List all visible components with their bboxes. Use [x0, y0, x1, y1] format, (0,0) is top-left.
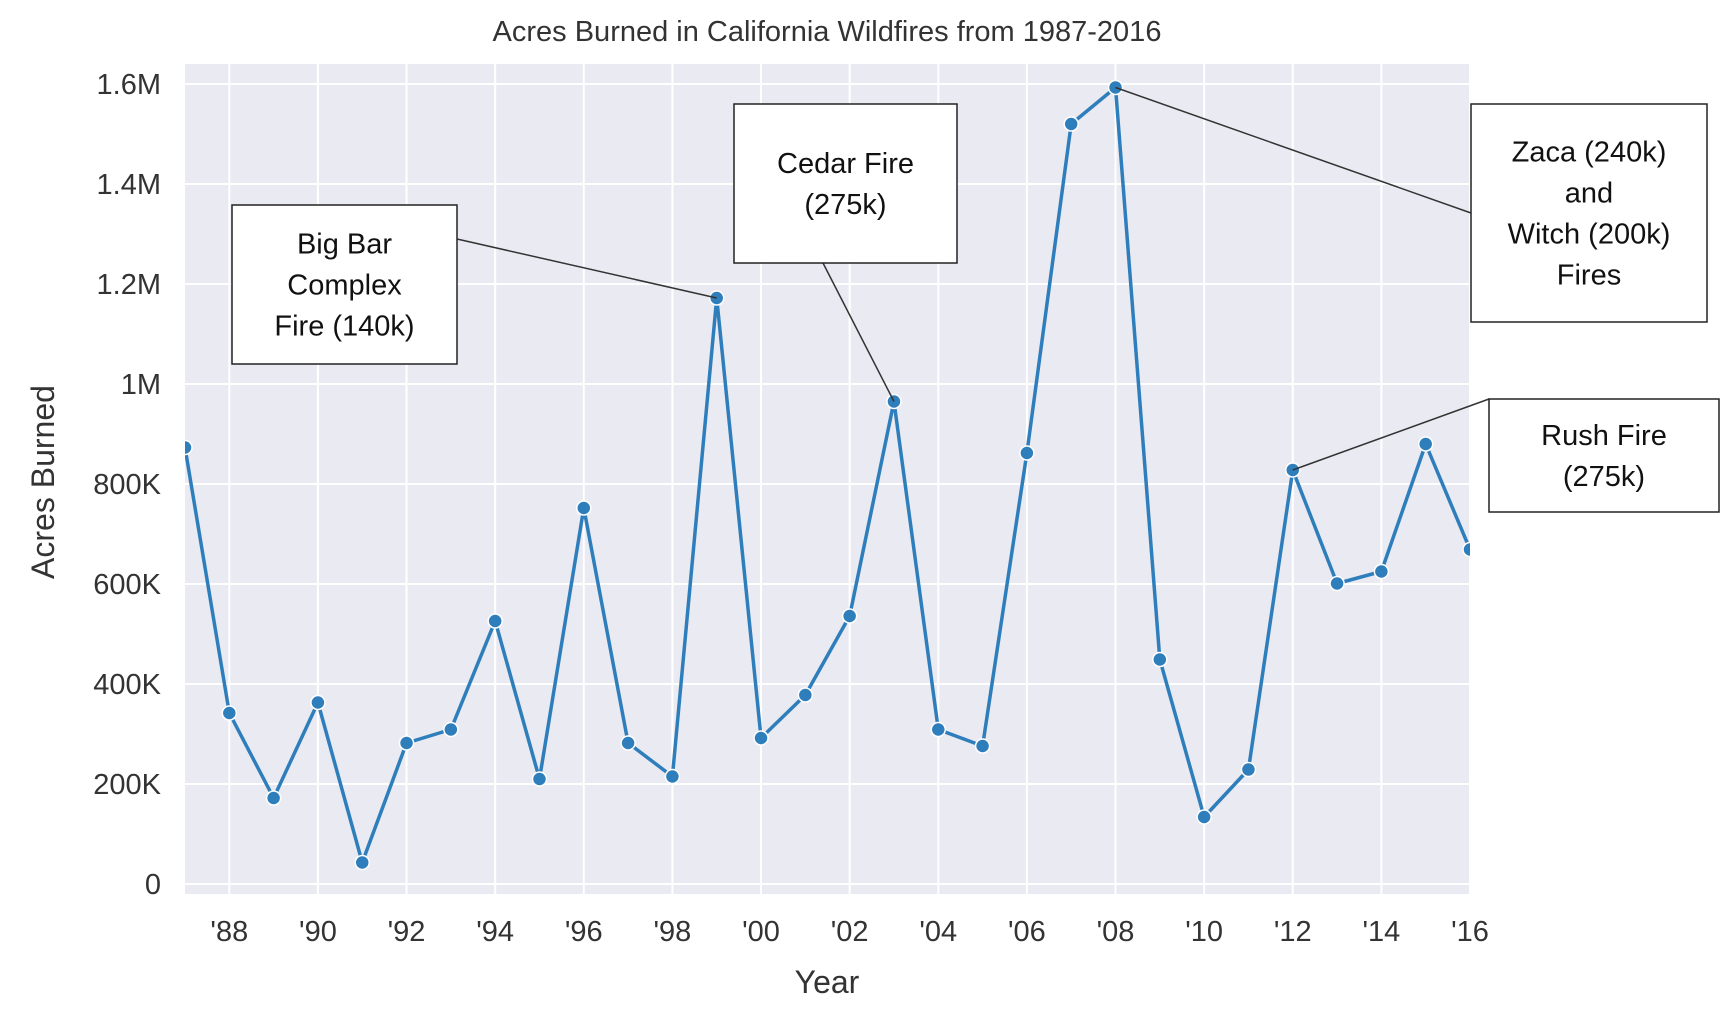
annotation-label: (275k): [1563, 461, 1645, 493]
annotation-connector: [1292, 398, 1490, 471]
annotation-label: (275k): [804, 189, 886, 221]
data-point: [265, 790, 282, 806]
data-point: [443, 721, 459, 738]
annotation-connector: [1115, 86, 1472, 214]
x-tick-label: '08: [1097, 916, 1135, 948]
data-point: [487, 613, 503, 629]
annotation-connector: [822, 262, 895, 402]
data-point: [354, 854, 370, 871]
x-tick-label: '14: [1362, 916, 1400, 948]
data-point: [185, 439, 193, 456]
annotation-box: [231, 204, 458, 365]
y-tick-label: 0: [145, 869, 161, 901]
x-tick-label: '98: [654, 916, 692, 948]
y-tick-label: 1.6M: [97, 69, 161, 101]
annotation-box: [1488, 398, 1720, 513]
y-tick-label: 1.4M: [97, 169, 161, 201]
x-tick-label: '12: [1274, 916, 1312, 948]
annotation-label: Witch (200k): [1508, 219, 1671, 251]
data-point: [930, 721, 947, 738]
data-point: [1152, 651, 1168, 668]
annotation-layer: Big Bar Complex Fire (140k) Cedar Fire (275k…: [231, 86, 1720, 513]
data-point: [664, 768, 681, 785]
annotation-connector: [456, 238, 717, 299]
annotation-label: Fires: [1557, 260, 1621, 292]
chart-title: Acres Burned in California Wildfires fro…: [493, 16, 1162, 48]
y-tick-label: 1M: [121, 369, 161, 401]
x-tick-label: '92: [388, 916, 426, 948]
x-tick-label: '94: [476, 916, 514, 948]
x-tick-label: '04: [919, 916, 957, 948]
data-point: [1462, 541, 1470, 558]
data-point: [398, 735, 415, 751]
series-line: [185, 85, 1470, 865]
annotation-label: Complex: [287, 270, 402, 302]
data-point: [797, 687, 814, 703]
series-layer: [185, 79, 1470, 871]
data-point: [1329, 575, 1345, 592]
annotation-label: and: [1565, 178, 1613, 210]
y-tick-label: 600K: [93, 569, 161, 601]
data-point: [1063, 116, 1079, 132]
x-tick-label: '16: [1451, 916, 1489, 948]
data-point: [1019, 445, 1035, 461]
y-tick-label: 1.2M: [97, 269, 161, 301]
annotation-label: Cedar Fire: [777, 148, 914, 180]
x-tick-label: '02: [831, 916, 869, 948]
tick-labels: 0 200K 400K 600K 800K 1M 1.2M 1.4M 1.6M '88 '90 '92…: [93, 69, 1489, 948]
x-tick-label: '00: [742, 916, 780, 948]
data-point: [1417, 436, 1434, 452]
data-point: [1373, 563, 1390, 580]
x-tick-label: '06: [1008, 916, 1046, 948]
data-point: [221, 705, 238, 721]
y-tick-label: 200K: [93, 769, 161, 801]
data-point: [576, 500, 592, 516]
annotation-label: Fire (140k): [274, 311, 414, 343]
data-point: [753, 730, 769, 746]
data-point: [841, 608, 858, 624]
y-tick-label: 800K: [93, 469, 161, 501]
y-tick-label: 400K: [93, 669, 161, 701]
data-point: [974, 738, 991, 754]
x-tick-label: '88: [210, 916, 248, 948]
data-point: [1196, 809, 1212, 825]
x-axis-title: Year: [795, 964, 860, 1000]
data-point: [310, 694, 326, 711]
data-point: [620, 735, 636, 751]
x-tick-label: '10: [1185, 916, 1223, 948]
data-point: [531, 771, 548, 787]
annotation-box: [1470, 103, 1708, 323]
y-axis-title: Acres Burned: [25, 385, 61, 579]
annotation-label: Big Bar: [297, 229, 392, 261]
x-tick-label: '96: [565, 916, 603, 948]
annotation-box: [733, 103, 958, 264]
annotation-label: Rush Fire: [1541, 420, 1667, 452]
x-tick-label: '90: [299, 916, 337, 948]
annotation-label: Zaca (240k): [1512, 137, 1667, 169]
data-point: [1240, 761, 1257, 778]
